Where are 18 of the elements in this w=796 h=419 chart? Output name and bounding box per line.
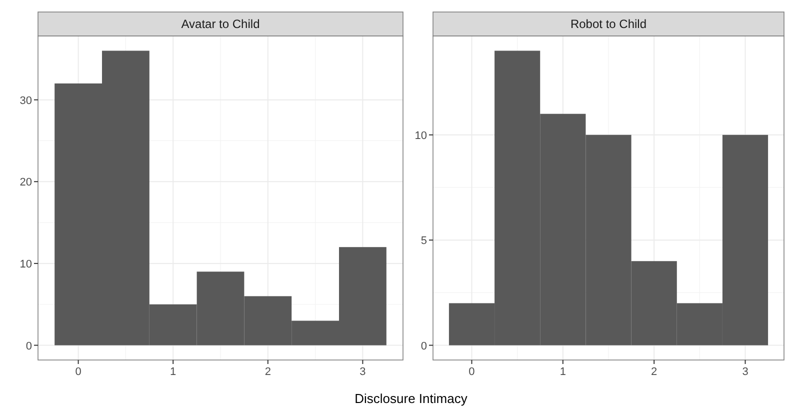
x-tick-label: 2: [264, 366, 271, 378]
chart-title: Avatar to Child: [181, 17, 260, 31]
y-tick-label: 0: [26, 340, 32, 352]
y-tick-label: 30: [20, 94, 32, 107]
y-tick-label: 0: [420, 340, 427, 352]
y-tick-label: 10: [20, 258, 32, 270]
chart-title: Robot to Child: [570, 17, 647, 31]
x-tick-label: 3: [360, 366, 366, 378]
x-tick-label: 1: [560, 366, 566, 378]
x-tick-label: 0: [75, 366, 82, 378]
y-tick-label: 5: [420, 235, 427, 248]
x-axis-title: Disclosure Intimacy: [354, 391, 468, 406]
y-tick-label: 10: [414, 130, 427, 142]
x-tick-label: 3: [742, 366, 748, 378]
x-tick-label: 1: [170, 366, 176, 378]
y-tick-label: 20: [20, 176, 32, 189]
x-tick-label: 2: [651, 366, 658, 378]
x-tick-label: 0: [468, 366, 475, 378]
